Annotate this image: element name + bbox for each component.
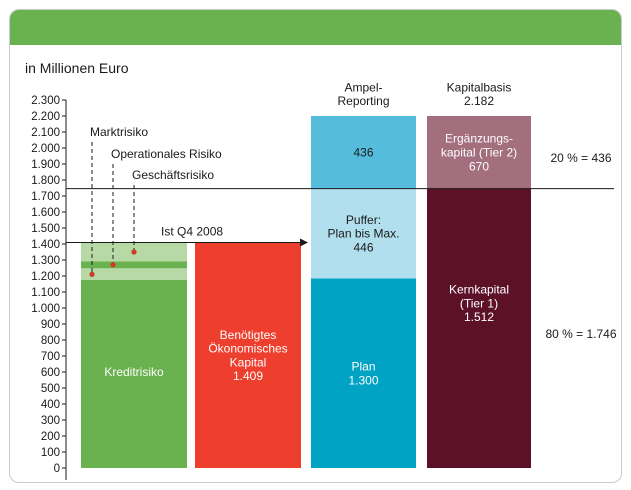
reference-label: Ist Q4 2008 bbox=[161, 225, 223, 239]
bar-3-segment-0-label-line-1: (Tier 1) bbox=[460, 296, 498, 310]
overlay-layer: Ist Q4 2008 Marktrisiko Operationales Risi… bbox=[66, 125, 617, 341]
y-tick-label-18: 1.800 bbox=[31, 175, 60, 187]
bar-1-segment-0-label-line-3: 1.409 bbox=[233, 369, 263, 383]
y-tick-label-19: 1.900 bbox=[31, 159, 60, 171]
y-tick-label-11: 1.100 bbox=[31, 287, 60, 299]
bar-0-segment-0 bbox=[81, 280, 187, 468]
chart-subtitle: in Millionen Euro bbox=[25, 60, 129, 76]
y-tick-label-12: 1.200 bbox=[31, 271, 60, 283]
y-tick-label-4: 400 bbox=[41, 399, 60, 411]
bar-3-header-line-0: Kapitalbasis bbox=[447, 80, 512, 94]
y-tick-label-0: 0 bbox=[54, 463, 60, 475]
y-tick-label-3: 300 bbox=[41, 415, 60, 427]
bar-3-segment-1 bbox=[427, 116, 531, 189]
bar-3-segment-0-label-line-0: Kernkapital bbox=[449, 283, 509, 297]
bar-2-segment-2 bbox=[311, 116, 416, 189]
bar-3-segment-1-label-line-2: 670 bbox=[469, 159, 489, 173]
bar-2-segment-0 bbox=[311, 278, 416, 468]
annotation-tier2: 20 % = 436 bbox=[550, 151, 611, 165]
reference-arrowhead bbox=[300, 238, 308, 247]
y-tick-label-22: 2.200 bbox=[31, 111, 60, 123]
chart-card: in Millionen Euro Kreditrisiko Benötigtes… bbox=[9, 9, 622, 483]
callout-label-0: Marktrisiko bbox=[90, 125, 148, 139]
y-tick-label-14: 1.400 bbox=[31, 239, 60, 251]
bar-0-segment-1 bbox=[81, 268, 187, 280]
y-axis: 0 100 200 300 400 500 600 700 800 900 1.000 1.100 1.… bbox=[31, 95, 67, 480]
y-tick-label-13: 1.300 bbox=[31, 255, 60, 267]
y-tick-label-6: 600 bbox=[41, 367, 60, 379]
y-tick-label-17: 1.700 bbox=[31, 191, 60, 203]
bar-3-segment-0-label-line-2: 1.512 bbox=[464, 310, 494, 324]
header-band bbox=[10, 10, 621, 45]
bar-2-header-line-1: Reporting bbox=[337, 94, 389, 108]
callout-dot-0 bbox=[89, 271, 95, 277]
bar-3-segment-0 bbox=[427, 188, 531, 468]
bar-3-segment-1-label-line-1: kapital (Tier 2) bbox=[441, 146, 517, 160]
bar-0-segment-0-label-line-0: Kreditrisiko bbox=[104, 365, 164, 379]
bar-1-segment-0-label-line-0: Benötigtes bbox=[220, 328, 277, 342]
y-tick-label-15: 1.500 bbox=[31, 223, 60, 235]
bar-2-segment-0-label-line-1: 1.300 bbox=[348, 373, 378, 387]
bar-2-header-line-0: Ampel- bbox=[344, 80, 382, 94]
y-tick-label-5: 500 bbox=[41, 383, 60, 395]
y-tick-label-23: 2.300 bbox=[31, 95, 60, 107]
bar-1-segment-0 bbox=[195, 242, 301, 468]
y-tick-label-16: 1.600 bbox=[31, 207, 60, 219]
y-tick-label-21: 2.100 bbox=[31, 127, 60, 139]
bar-2-segment-0-label-line-0: Plan bbox=[351, 360, 375, 374]
callout-label-1: Operationales Risiko bbox=[111, 147, 222, 161]
y-tick-label-1: 100 bbox=[41, 447, 60, 459]
bar-3-segment-1-label-line-0: Ergänzungs- bbox=[445, 132, 513, 146]
annotation-tier1: 80 % = 1.746 bbox=[545, 327, 616, 341]
y-tick-label-9: 900 bbox=[41, 319, 60, 331]
bar-1-segment-0-label-line-2: Kapital bbox=[230, 355, 267, 369]
bar-1-segment-0-label-line-1: Ökonomisches bbox=[208, 342, 287, 356]
bar-3-header-line-1: 2.182 bbox=[464, 94, 494, 108]
bar-2-segment-1-label-line-2: 446 bbox=[353, 241, 373, 255]
bars-layer: KreditrisikoBenötigtesÖkonomischesKapita… bbox=[81, 80, 531, 468]
callout-dot-2 bbox=[131, 249, 137, 255]
bar-2-segment-2-label-line-0: 436 bbox=[353, 146, 373, 160]
callout-label-2: Geschäftsrisiko bbox=[132, 168, 214, 182]
y-tick-label-20: 2.000 bbox=[31, 143, 60, 155]
bar-2-segment-1 bbox=[311, 188, 416, 279]
y-tick-label-7: 700 bbox=[41, 351, 60, 363]
y-tick-label-2: 200 bbox=[41, 431, 60, 443]
chart-canvas: in Millionen Euro Kreditrisiko Benötigtes… bbox=[25, 60, 617, 480]
y-tick-label-10: 1.000 bbox=[31, 303, 60, 315]
callout-dot-1 bbox=[110, 262, 116, 268]
bar-0-segment-2 bbox=[81, 261, 187, 269]
bar-2-segment-1-label-line-0: Puffer: bbox=[346, 213, 381, 227]
y-tick-label-8: 800 bbox=[41, 335, 60, 347]
bar-2-segment-1-label-line-1: Plan bis Max. bbox=[327, 227, 399, 241]
